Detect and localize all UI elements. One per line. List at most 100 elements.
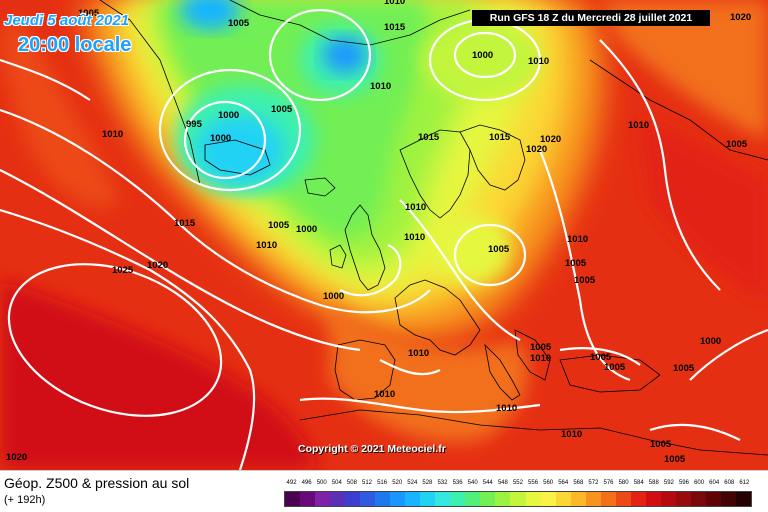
scale-swatch [330, 492, 346, 506]
scale-value-label: 600 [694, 480, 705, 486]
isobar-label: 1010 [496, 403, 517, 414]
isobar-label: 1010 [408, 348, 429, 359]
scale-value-label: 544 [482, 480, 493, 486]
scale-value-label: 508 [346, 480, 357, 486]
scale-value-label: 592 [663, 480, 674, 486]
isobar-label: 1005 [488, 244, 510, 255]
scale-value-label: 556 [528, 480, 539, 486]
isobar-label: 1000 [700, 336, 721, 347]
isobar-label: 1005 [574, 275, 596, 286]
isobar-label: 1005 [565, 258, 587, 269]
scale-swatch [420, 492, 436, 506]
product-title: Géop. Z500 & pression au sol [4, 475, 190, 491]
scale-swatch [345, 492, 361, 506]
isobar-label: 1005 [590, 352, 612, 363]
isobar-label: 1005 [268, 220, 290, 231]
isobars [0, 8, 768, 470]
scale-swatch [585, 492, 601, 506]
isobar-label: 1020 [147, 260, 168, 271]
isobar-label: 1015 [384, 22, 406, 33]
copyright-notice: Copyright © 2021 Meteociel.fr [298, 443, 446, 455]
forecast-time: 20:00 locale [18, 34, 132, 56]
scale-swatch [540, 492, 556, 506]
isobar-label: 1010 [628, 120, 649, 131]
isobar-label: 1020 [526, 144, 547, 155]
isobar-label: 1005 [726, 139, 748, 150]
scale-swatch [570, 492, 586, 506]
isobar-label: 1005 [673, 363, 695, 374]
isobar-label: 1005 [228, 18, 250, 29]
scale-value-label: 552 [512, 480, 523, 486]
scale-value-label: 564 [558, 480, 569, 486]
scale-swatch [645, 492, 661, 506]
scale-swatch [360, 492, 376, 506]
scale-swatch [660, 492, 676, 506]
scale-value-label: 540 [467, 480, 478, 486]
isobar-label: 1005 [78, 8, 100, 19]
scale-value-label: 532 [437, 480, 448, 486]
isobar-label: 1000 [323, 291, 344, 302]
scale-swatch [600, 492, 616, 506]
scale-swatch [450, 492, 466, 506]
isobar-label: 1010 [384, 0, 405, 7]
scale-swatch [315, 492, 331, 506]
isobar-label: 1005 [650, 439, 672, 450]
isobar-label: 1005 [530, 342, 552, 353]
scale-value-label: 512 [362, 480, 373, 486]
scale-value-label: 572 [588, 480, 599, 486]
isobar-label: 1000 [218, 110, 239, 121]
forecast-map: 1005 1005 1015 1010 1000 1010 995 1000 1… [0, 0, 768, 470]
scale-value-label: 584 [633, 480, 644, 486]
color-scale: 492 496 500 504 508 512 516 520 524 528 532 536 540 5… [284, 480, 752, 507]
isobar-label: 1005 [604, 362, 626, 373]
isobar-label: 1010 [561, 429, 582, 440]
scale-value-label: 516 [377, 480, 388, 486]
color-scale-labels: 492 496 500 504 508 512 516 520 524 528 532 536 540 5… [284, 480, 752, 490]
scale-swatch [480, 492, 496, 506]
scale-swatch [285, 492, 301, 506]
scale-swatch [525, 492, 541, 506]
isobar-label: 1005 [271, 104, 293, 115]
scale-value-label: 608 [724, 480, 735, 486]
scale-value-label: 492 [286, 480, 297, 486]
scale-swatch [615, 492, 631, 506]
isobar-label: 1010 [405, 202, 426, 213]
model-run-banner: Run GFS 18 Z du Mercredi 28 juillet 2021 [472, 10, 710, 26]
scale-swatch [390, 492, 406, 506]
isobar-label: 1000 [296, 224, 317, 235]
scale-swatch [495, 492, 511, 506]
isobar-label: 1000 [472, 50, 493, 61]
scale-swatch [690, 492, 706, 506]
scale-value-label: 588 [648, 480, 659, 486]
color-scale-swatches [284, 491, 752, 507]
scale-swatch [675, 492, 691, 506]
isobar-label: 1010 [530, 353, 551, 364]
scale-swatch [630, 492, 646, 506]
scale-swatch [435, 492, 451, 506]
isobar-label: 1015 [174, 218, 196, 229]
scale-value-label: 568 [573, 480, 584, 486]
isobar-label: 1005 [664, 454, 686, 465]
isobar-label: 1010 [256, 240, 277, 251]
scale-swatch [705, 492, 721, 506]
scale-swatch [555, 492, 571, 506]
scale-value-label: 520 [392, 480, 403, 486]
isobar-label: 1025 [112, 265, 134, 276]
scale-swatch [720, 492, 736, 506]
isobar-label: 995 [186, 119, 203, 130]
scale-value-label: 596 [678, 480, 689, 486]
scale-value-label: 528 [422, 480, 433, 486]
scale-value-label: 560 [543, 480, 554, 486]
geopotential-field [0, 0, 768, 470]
isobar-label: 1010 [102, 129, 123, 140]
isobar-label: 1010 [404, 232, 425, 243]
isobar-labels: 1005 1005 1015 1010 1000 1010 995 1000 1… [6, 0, 751, 465]
legend-bar: Géop. Z500 & pression au sol (+ 192h) 49… [0, 470, 768, 512]
isobar-label: 1010 [528, 56, 549, 67]
scale-swatch [375, 492, 391, 506]
scale-value-label: 536 [452, 480, 463, 486]
scale-value-label: 504 [331, 480, 342, 486]
scale-swatch [300, 492, 316, 506]
coastlines [99, 0, 768, 456]
